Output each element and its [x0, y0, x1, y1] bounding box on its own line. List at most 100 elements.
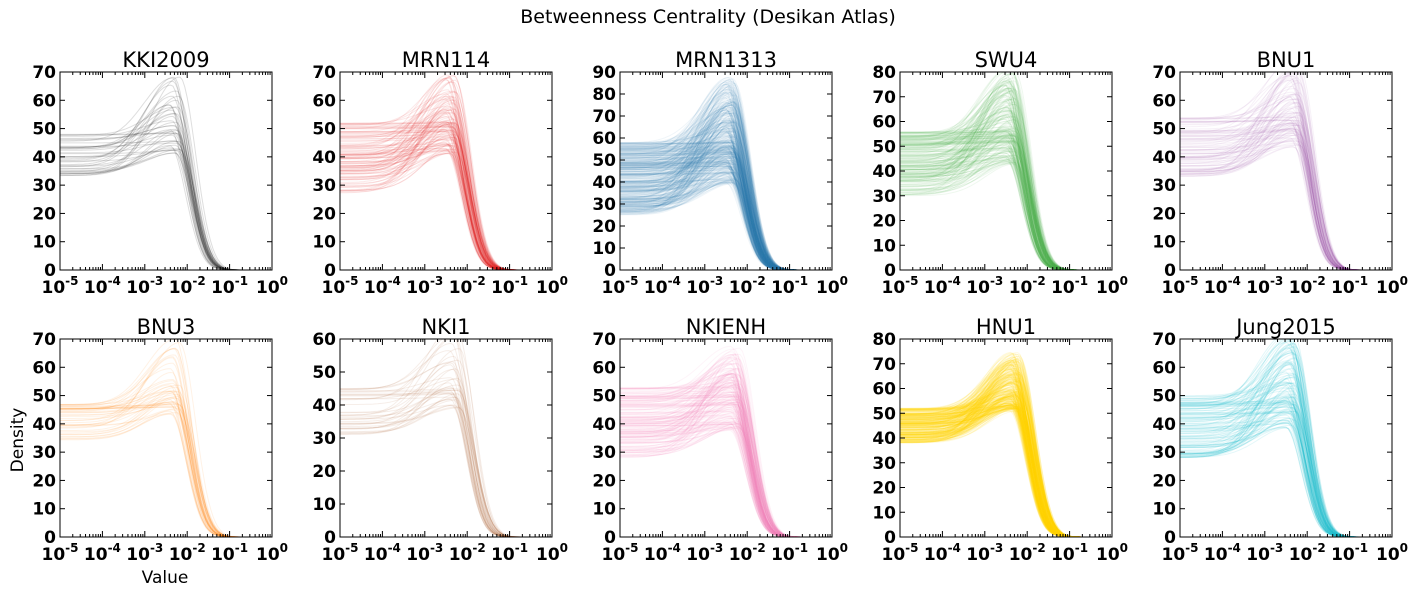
density-curve [900, 88, 1112, 270]
density-curve [60, 401, 272, 537]
density-curve [620, 161, 832, 270]
density-curve [900, 380, 1112, 537]
density-curve [1180, 406, 1392, 537]
density-curve [60, 384, 272, 537]
density-curve [620, 110, 832, 270]
density-curve [620, 114, 832, 270]
density-curve [620, 103, 832, 270]
density-curve [60, 378, 272, 537]
density-curve [620, 410, 832, 537]
density-curve [1180, 340, 1392, 537]
density-curve [60, 147, 272, 270]
density-curve [1180, 140, 1392, 270]
x-tick-label: 10-5 [321, 274, 358, 298]
density-curve [900, 404, 1112, 537]
density-curve [900, 159, 1112, 270]
density-curve [620, 357, 832, 537]
y-tick-label: 30 [1152, 176, 1176, 196]
density-curve [340, 98, 552, 270]
density-curve [620, 379, 832, 537]
density-curve [900, 106, 1112, 270]
density-curve [900, 143, 1112, 270]
density-curve [1180, 79, 1392, 270]
density-curve [620, 178, 832, 270]
density-curve [60, 347, 272, 537]
density-curve [900, 397, 1112, 537]
density-curve [620, 104, 832, 270]
density-curve [620, 416, 832, 537]
density-curve [620, 139, 832, 270]
density-curve [900, 140, 1112, 270]
density-curve [620, 122, 832, 270]
density-curve [60, 362, 272, 537]
density-curve [60, 125, 272, 270]
density-curve [900, 410, 1112, 537]
x-tick-label: 10-4 [1204, 274, 1241, 298]
density-curve [900, 368, 1112, 537]
density-curve [620, 169, 832, 270]
density-curve [620, 150, 832, 270]
density-curve [900, 110, 1112, 270]
figure-title: Betweenness Centrality (Desikan Atlas) [520, 6, 896, 28]
y-tick-label: 40 [1152, 415, 1176, 435]
density-curve [1180, 420, 1392, 537]
density-curve [900, 140, 1112, 270]
density-curve [1180, 399, 1392, 537]
density-curve [1180, 404, 1392, 537]
density-curve [900, 389, 1112, 537]
density-curve [900, 135, 1112, 270]
density-curve [900, 402, 1112, 537]
density-curve [1180, 382, 1392, 537]
density-curve [340, 136, 552, 270]
density-curve [900, 366, 1112, 537]
density-curve [900, 131, 1112, 270]
density-curve [900, 149, 1112, 270]
y-tick-label: 20 [1152, 204, 1176, 224]
density-curve [900, 144, 1112, 270]
density-curve [620, 152, 832, 270]
density-curve [620, 171, 832, 270]
density-curve [620, 91, 832, 270]
density-curve [620, 144, 832, 270]
y-tick-label: 10 [312, 495, 336, 515]
density-curve [620, 155, 832, 270]
series-curves [1180, 339, 1392, 537]
density-curve [340, 142, 552, 270]
density-curve [340, 109, 552, 270]
density-curve [900, 84, 1112, 270]
density-curve [340, 388, 552, 537]
density-curve [340, 384, 552, 537]
density-curve [620, 399, 832, 537]
density-curve [900, 89, 1112, 270]
density-curve [60, 397, 272, 537]
density-curve [620, 102, 832, 270]
density-curve [900, 130, 1112, 270]
density-curve [900, 400, 1112, 537]
density-curve [620, 395, 832, 537]
density-curve [340, 149, 552, 270]
density-curve [1180, 131, 1392, 270]
panel-swu4: 0 10 20 30 40 50 60 70 80 10-5 10-4 10-3 10-2 10-1 100… [872, 48, 1128, 298]
density-curve [620, 416, 832, 537]
density-curve [620, 147, 832, 270]
density-curve [620, 157, 832, 270]
density-curve [620, 153, 832, 270]
y-tick-label: 0 [884, 261, 896, 281]
density-curve [900, 154, 1112, 270]
density-curve [620, 109, 832, 270]
density-curve [1180, 401, 1392, 537]
series-curves [620, 76, 832, 270]
density-curve [620, 83, 832, 270]
density-curve [900, 129, 1112, 270]
density-curve [340, 138, 552, 270]
series-curves [340, 74, 552, 270]
series-curves [620, 345, 832, 537]
density-curve [900, 115, 1112, 270]
density-curve [1180, 363, 1392, 537]
density-curve [900, 367, 1112, 537]
density-curve [1180, 72, 1392, 270]
density-curve [900, 157, 1112, 270]
density-curve [340, 125, 552, 270]
density-curve [900, 81, 1112, 270]
